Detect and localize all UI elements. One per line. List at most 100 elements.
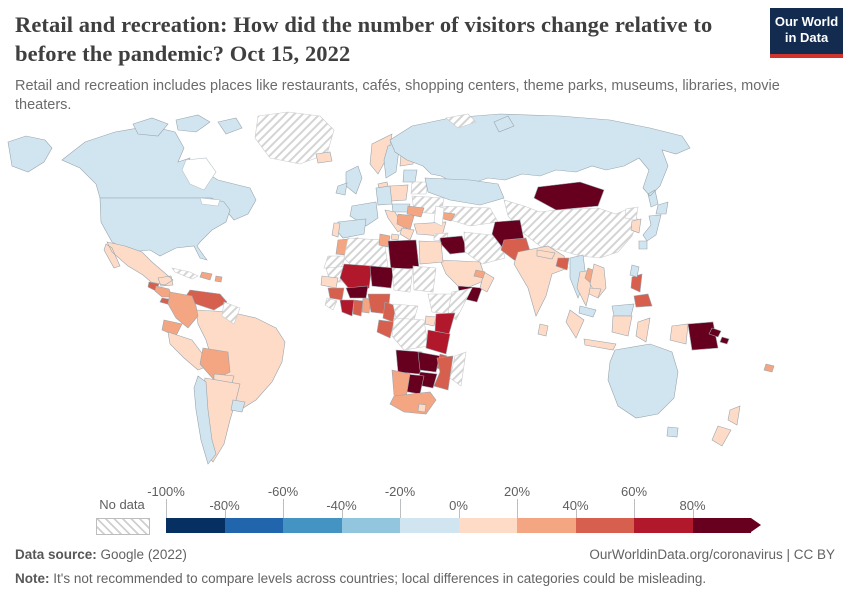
country-borneo-malaysia[interactable] bbox=[611, 303, 635, 317]
country-zambia[interactable] bbox=[417, 351, 441, 373]
country-ivory-coast[interactable] bbox=[339, 299, 355, 317]
country-sri-lanka[interactable] bbox=[537, 323, 549, 337]
country-egypt[interactable] bbox=[418, 240, 444, 265]
country-svalbard[interactable] bbox=[445, 113, 477, 129]
country-germany[interactable] bbox=[375, 185, 393, 206]
country-kazakhstan[interactable] bbox=[424, 177, 505, 206]
country-tunisia[interactable] bbox=[378, 233, 391, 248]
country-fiji[interactable] bbox=[763, 363, 775, 373]
country-central-african-republic[interactable] bbox=[392, 303, 419, 321]
country-java[interactable] bbox=[583, 338, 617, 351]
country-uae[interactable] bbox=[473, 269, 486, 279]
country-india[interactable] bbox=[513, 245, 569, 317]
legend-color-bar[interactable] bbox=[166, 518, 751, 533]
country-portugal[interactable] bbox=[331, 222, 341, 238]
country-malaysia[interactable] bbox=[578, 305, 597, 318]
country-drc[interactable] bbox=[391, 317, 429, 351]
legend-segment-b7[interactable] bbox=[517, 518, 576, 533]
country-guinea[interactable] bbox=[327, 287, 345, 301]
country-cambodia[interactable] bbox=[588, 287, 602, 299]
world-map[interactable] bbox=[0, 110, 850, 485]
country-congo-gabon[interactable] bbox=[376, 319, 395, 339]
country-belarus[interactable] bbox=[410, 181, 429, 195]
country-south-korea[interactable] bbox=[630, 218, 642, 234]
country-mongolia[interactable] bbox=[533, 181, 605, 211]
legend-segment-b4[interactable] bbox=[341, 518, 400, 533]
country-new-britain[interactable] bbox=[708, 327, 722, 338]
country-niger[interactable] bbox=[369, 265, 395, 289]
country-mexico[interactable] bbox=[103, 241, 174, 287]
legend-segment-b1[interactable] bbox=[166, 518, 225, 533]
country-saudi-arabia[interactable] bbox=[439, 259, 487, 291]
country-puerto-rico[interactable] bbox=[214, 275, 223, 283]
owid-link[interactable]: OurWorldinData.org/coronavirus | CC BY bbox=[589, 547, 835, 562]
country-taiwan[interactable] bbox=[629, 264, 640, 278]
country-poland[interactable] bbox=[389, 184, 409, 202]
country-lesotho[interactable] bbox=[417, 403, 427, 413]
legend-no-data-swatch[interactable] bbox=[96, 518, 150, 535]
owid-logo[interactable]: Our World in Data bbox=[770, 8, 843, 58]
country-tanzania[interactable] bbox=[425, 329, 451, 355]
country-uk[interactable] bbox=[345, 165, 363, 195]
country-uruguay[interactable] bbox=[230, 399, 246, 413]
country-iraq[interactable] bbox=[439, 235, 469, 255]
country-sulawesi[interactable] bbox=[635, 317, 651, 343]
country-papua-new-guinea[interactable] bbox=[687, 321, 719, 351]
country-namibia[interactable] bbox=[391, 369, 411, 399]
country-sudan[interactable] bbox=[412, 265, 437, 293]
country-uganda[interactable] bbox=[424, 315, 437, 327]
legend-tick-label-80%: 80% bbox=[679, 498, 706, 513]
country-borneo-indonesia[interactable] bbox=[611, 315, 633, 337]
country-honduras-nicaragua[interactable] bbox=[154, 285, 173, 298]
country-hispaniola[interactable] bbox=[199, 271, 213, 281]
country-somalia[interactable] bbox=[447, 287, 473, 321]
country-italy[interactable] bbox=[384, 209, 405, 241]
country-colombia[interactable] bbox=[167, 291, 199, 329]
country-north-korea[interactable] bbox=[624, 206, 639, 221]
country-arctic-islands[interactable] bbox=[132, 114, 243, 137]
country-sumatra[interactable] bbox=[565, 309, 585, 339]
country-ghana[interactable] bbox=[352, 299, 364, 317]
legend-segment-b5[interactable] bbox=[400, 518, 459, 533]
data-source-value: Google (2022) bbox=[96, 547, 187, 562]
legend-segment-b6[interactable] bbox=[458, 518, 517, 533]
country-chad[interactable] bbox=[391, 267, 414, 293]
country-baltics[interactable] bbox=[402, 169, 418, 183]
country-kenya[interactable] bbox=[434, 312, 456, 335]
country-philippines[interactable] bbox=[630, 273, 653, 308]
country-romania[interactable] bbox=[406, 205, 425, 218]
country-alaska[interactable] bbox=[7, 135, 53, 173]
country-chile[interactable] bbox=[193, 375, 217, 465]
country-guyanas[interactable] bbox=[221, 301, 241, 325]
country-iceland[interactable] bbox=[315, 151, 333, 164]
legend-segment-b2[interactable] bbox=[224, 518, 283, 533]
country-tasmania[interactable] bbox=[666, 426, 679, 438]
country-norway[interactable] bbox=[369, 133, 393, 175]
country-australia[interactable] bbox=[607, 343, 679, 419]
country-ireland[interactable] bbox=[335, 182, 348, 196]
legend-segment-b8[interactable] bbox=[575, 518, 634, 533]
country-japan[interactable] bbox=[638, 201, 669, 250]
legend-segment-b3[interactable] bbox=[283, 518, 342, 533]
country-mozambique[interactable] bbox=[433, 355, 454, 391]
country-burkina-faso[interactable] bbox=[345, 285, 369, 299]
country-madagascar[interactable] bbox=[449, 351, 467, 387]
country-spain[interactable] bbox=[335, 218, 367, 239]
country-sierra-leone-liberia[interactable] bbox=[324, 297, 338, 311]
legend-segment-b10[interactable] bbox=[692, 518, 751, 533]
country-libya[interactable] bbox=[387, 239, 420, 271]
country-bangladesh[interactable] bbox=[555, 257, 570, 271]
country-solomon-islands[interactable] bbox=[719, 336, 730, 345]
country-togo-benin[interactable] bbox=[361, 297, 372, 314]
country-greece[interactable] bbox=[399, 227, 415, 241]
country-nepal[interactable] bbox=[536, 249, 556, 260]
country-peru[interactable] bbox=[167, 331, 209, 371]
legend-segment-b9[interactable] bbox=[634, 518, 693, 533]
country-senegal[interactable] bbox=[320, 275, 339, 289]
country-west-papua[interactable] bbox=[669, 323, 689, 345]
country-new-zealand[interactable] bbox=[711, 405, 741, 447]
country-china[interactable] bbox=[503, 199, 639, 259]
country-cuba[interactable] bbox=[171, 267, 199, 280]
legend-tick-label--20%: -20% bbox=[384, 484, 416, 499]
country-brazil[interactable] bbox=[195, 309, 286, 411]
